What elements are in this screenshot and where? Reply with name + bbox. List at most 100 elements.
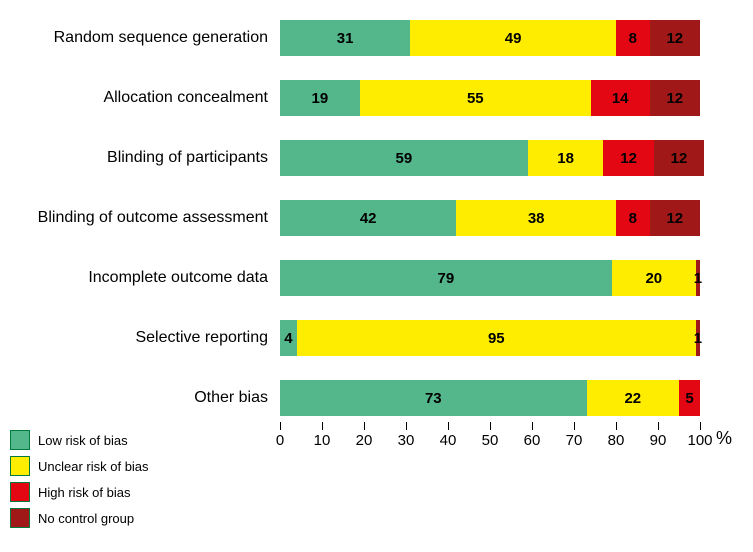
legend: Low risk of bias Unclear risk of bias High… (10, 430, 149, 534)
axis-tick-label: 60 (524, 432, 541, 449)
axis-tick (658, 422, 659, 430)
bar-segment-none: 1 (696, 260, 700, 296)
legend-label: Unclear risk of bias (38, 459, 149, 474)
legend-label: High risk of bias (38, 485, 130, 500)
axis-tick-label: 10 (314, 432, 331, 449)
bar-segment-high: 8 (616, 200, 650, 236)
axis-tick-label: 20 (356, 432, 373, 449)
axis-tick-label: 80 (608, 432, 625, 449)
bar-segment-high: 5 (679, 380, 700, 416)
axis-tick-label: 50 (482, 432, 499, 449)
bar-value: 49 (505, 30, 522, 47)
bar-value: 79 (438, 270, 455, 287)
bar-segment-unclear: 95 (297, 320, 696, 356)
axis-tick (616, 422, 617, 430)
bar-value: 18 (557, 150, 574, 167)
bar-value: 73 (425, 390, 442, 407)
bar-segment-unclear: 22 (587, 380, 679, 416)
legend-item: Low risk of bias (10, 430, 149, 450)
bar-segment-high: 14 (591, 80, 650, 116)
legend-swatch (10, 482, 30, 502)
bar-value: 12 (671, 150, 688, 167)
axis-tick-label: 30 (398, 432, 415, 449)
bar-segment-none: 12 (650, 80, 700, 116)
chart-row: Blinding of outcome assessment4238812 (0, 200, 753, 236)
chart-row: Random sequence generation 31 49 8 12 (0, 20, 753, 56)
axis-tick (322, 422, 323, 430)
bar-value: 95 (488, 330, 505, 347)
legend-swatch (10, 430, 30, 450)
bar-segment-low: 79 (280, 260, 612, 296)
bar-segment-unclear: 49 (410, 20, 616, 56)
axis-tick (280, 422, 281, 430)
bar-segment-high: 12 (603, 140, 653, 176)
bar-value: 12 (666, 90, 683, 107)
bar-value: 8 (629, 210, 637, 227)
bar-segment-low: 73 (280, 380, 587, 416)
bar-segment-unclear: 20 (612, 260, 696, 296)
bar-value: 12 (666, 30, 683, 47)
bar-segment-none: 12 (654, 140, 704, 176)
chart-row: Other bias 73 22 5 (0, 380, 753, 416)
legend-item: Unclear risk of bias (10, 456, 149, 476)
bar-segment-low: 4 (280, 320, 297, 356)
bar-value: 22 (624, 390, 641, 407)
legend-item: No control group (10, 508, 149, 528)
bar-value: 38 (528, 210, 545, 227)
bar-value: 12 (666, 210, 683, 227)
x-axis: 0102030405060708090100% (280, 422, 700, 452)
axis-tick-label: 100 (687, 432, 712, 449)
bar-segment-unclear: 18 (528, 140, 604, 176)
bar-track: 42 38 8 12 (280, 200, 700, 236)
row-label: Incomplete outcome data (0, 269, 280, 287)
row-label: Allocation concealment (0, 89, 280, 107)
bar-track: 31 49 8 12 (280, 20, 700, 56)
legend-label: Low risk of bias (38, 433, 128, 448)
chart-row: Selective reporting4951 (0, 320, 753, 356)
bar-value: 5 (685, 390, 693, 407)
bar-value: 12 (620, 150, 637, 167)
bar-segment-low: 42 (280, 200, 456, 236)
chart-row: Blinding of participants59 18 12 12 (0, 140, 753, 176)
bar-track: 19 55 14 12 (280, 80, 700, 116)
bar-segment-unclear: 55 (360, 80, 591, 116)
bar-value: 4 (284, 330, 292, 347)
bar-track: 73 22 5 (280, 380, 700, 416)
bar-segment-low: 59 (280, 140, 528, 176)
bar-value: 1 (694, 270, 702, 287)
axis-tick-label: 40 (440, 432, 457, 449)
axis-tick (532, 422, 533, 430)
legend-item: High risk of bias (10, 482, 149, 502)
bar-value: 19 (312, 90, 329, 107)
axis-tick (490, 422, 491, 430)
axis-tick-label: 90 (650, 432, 667, 449)
bar-value: 20 (645, 270, 662, 287)
row-label: Blinding of participants (0, 149, 280, 167)
bar-segment-low: 31 (280, 20, 410, 56)
bar-value: 8 (629, 30, 637, 47)
chart-row: Incomplete outcome data 79 20 1 (0, 260, 753, 296)
axis-tick-label: 0 (276, 432, 284, 449)
legend-swatch (10, 508, 30, 528)
row-label: Random sequence generation (0, 29, 280, 47)
axis-tick (574, 422, 575, 430)
bar-value: 1 (694, 330, 702, 347)
bar-value: 31 (337, 30, 354, 47)
bar-track: 79 20 1 (280, 260, 700, 296)
axis-tick-label: 70 (566, 432, 583, 449)
bar-segment-high: 8 (616, 20, 650, 56)
axis-tick (700, 422, 701, 430)
bar-segment-none: 12 (650, 20, 700, 56)
bar-value: 14 (612, 90, 629, 107)
bar-value: 42 (360, 210, 377, 227)
axis-tick (364, 422, 365, 430)
bar-track: 4 95 1 (280, 320, 700, 356)
row-label: Other bias (0, 389, 280, 407)
legend-swatch (10, 456, 30, 476)
bar-segment-low: 19 (280, 80, 360, 116)
bar-segment-none: 1 (696, 320, 700, 356)
chart-row: Allocation concealment 19 55 14 12 (0, 80, 753, 116)
bar-segment-unclear: 38 (456, 200, 616, 236)
bar-track: 59 18 12 12 (280, 140, 700, 176)
legend-label: No control group (38, 511, 134, 526)
